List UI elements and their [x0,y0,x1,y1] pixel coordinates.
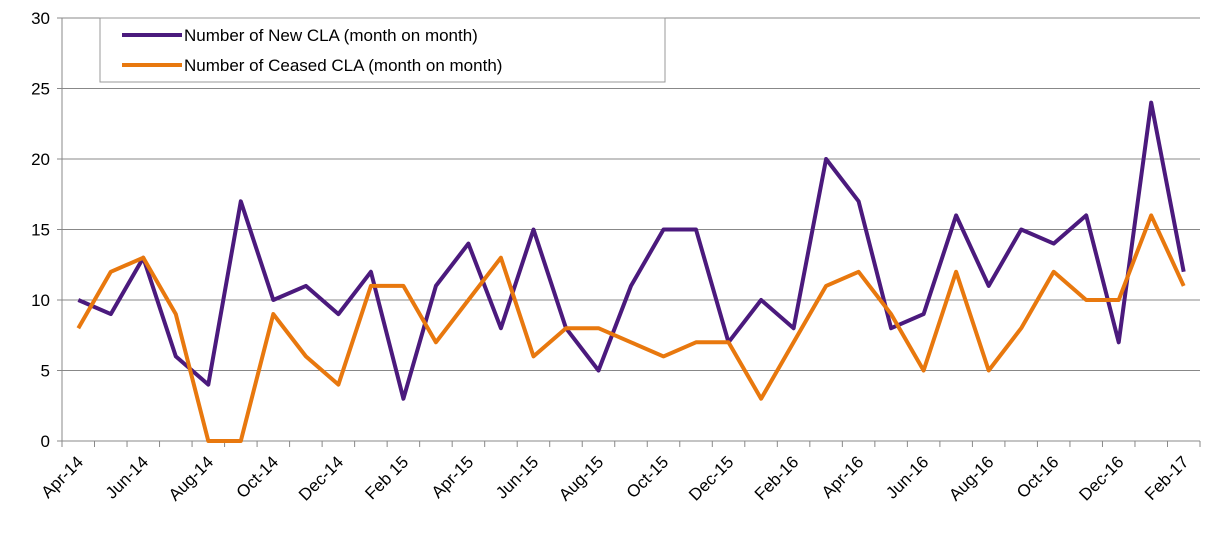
y-tick-label: 25 [31,80,50,99]
series-line [77,100,1186,401]
y-tick-label: 5 [41,362,50,381]
x-tick-label: Oct-14 [233,452,283,502]
x-tick-label: Apr-15 [428,452,478,502]
x-tick-label: Aug-16 [945,452,997,504]
x-tick-label: Apr-16 [818,452,868,502]
x-tick-label: Jun-16 [882,452,932,502]
x-tick-label: Aug-15 [555,452,607,504]
x-tick-label: Dec-14 [295,452,347,504]
series-line [76,213,1186,443]
x-tick-label: Oct-15 [623,452,673,502]
y-tick-label: 0 [41,432,50,451]
legend: Number of New CLA (month on month) Number… [99,17,666,83]
x-tick-label: Oct-16 [1013,452,1063,502]
x-tick-label: Jun-15 [492,452,542,502]
x-tick-label: Jun-14 [102,452,152,502]
x-tick-label: Aug-14 [165,452,217,504]
x-tick-label: Feb 15 [361,452,412,503]
legend-label: Number of New CLA (month on month) [184,26,478,45]
x-tick-label: Feb-16 [751,452,803,504]
x-tick-label: Apr-14 [38,452,88,502]
y-tick-label: 10 [31,291,50,310]
x-tick-label: Feb-17 [1141,452,1193,504]
y-tick-label: 20 [31,150,50,169]
y-tick-label: 15 [31,221,50,240]
legend-box [99,17,666,83]
x-tick-label: Dec-15 [685,452,737,504]
legend-label: Number of Ceased CLA (month on month) [184,56,502,75]
x-tick-label: Dec-16 [1075,452,1127,504]
y-tick-label: 30 [31,9,50,28]
